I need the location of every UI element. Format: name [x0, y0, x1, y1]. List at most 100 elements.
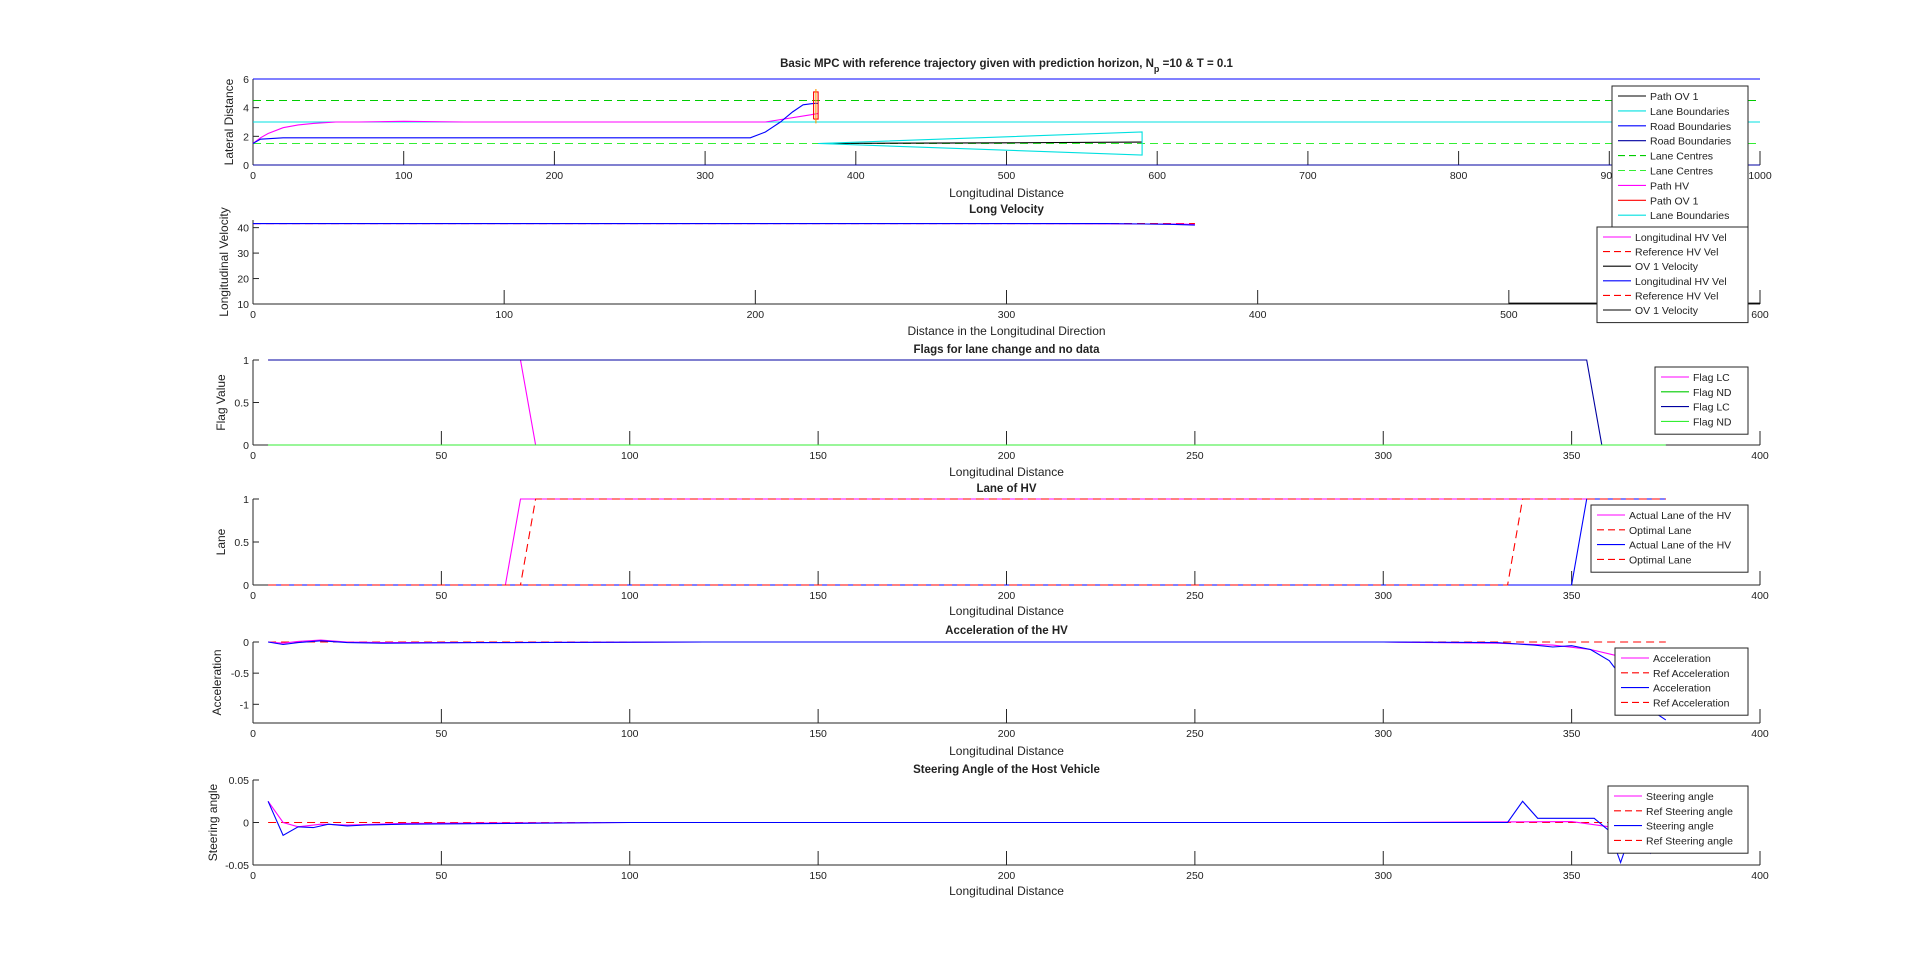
x-tick-label: 400 [1751, 590, 1769, 602]
y-tick-label: 0 [243, 160, 249, 172]
x-tick-label: 350 [1563, 450, 1581, 462]
legend-entry: Steering angle [1646, 821, 1714, 833]
series-line [818, 141, 1143, 145]
y-axis-label: Lane [214, 528, 228, 555]
x-tick-label: 50 [436, 590, 448, 602]
x-axis-label: Longitudinal Distance [949, 744, 1064, 758]
y-tick-label: 1 [243, 355, 249, 367]
legend-entry: Actual Lane of the HV [1629, 510, 1731, 522]
legend-entry: OV 1 Velocity [1635, 305, 1699, 317]
series-line [818, 131, 1143, 156]
chart-title-subscript: p [1154, 64, 1160, 74]
x-axis-label: Longitudinal Distance [949, 884, 1064, 898]
y-axis-label: Acceleration [210, 649, 224, 715]
x-tick-label: 0 [250, 870, 256, 882]
y-tick-label: 2 [243, 131, 249, 143]
chart-title: Long Velocity [969, 204, 1044, 216]
chart-title: Lane of HV [976, 483, 1036, 495]
x-tick-label: 400 [847, 170, 865, 182]
chart-title: Acceleration of the HV [945, 625, 1068, 637]
x-tick-label: 350 [1563, 870, 1581, 882]
x-tick-label: 300 [1374, 728, 1392, 740]
y-axis-label: Steering angle [206, 783, 220, 861]
y-axis-label: Longitudinal Velocity [217, 207, 231, 316]
x-tick-label: 0 [250, 590, 256, 602]
y-tick-label: -0.05 [225, 860, 249, 872]
x-tick-label: 500 [1500, 309, 1518, 321]
series-line [813, 91, 819, 120]
x-tick-label: 200 [998, 450, 1016, 462]
legend-entry: Acceleration [1653, 683, 1711, 695]
legend-entry: Flag ND [1693, 387, 1732, 399]
x-tick-label: 150 [809, 590, 827, 602]
series-line [268, 498, 1666, 586]
legend-entry: Ref Steering angle [1646, 835, 1733, 847]
legend-entry: Path HV [1650, 180, 1689, 192]
x-tick-label: 200 [998, 590, 1016, 602]
legend-entry: OV 1 Velocity [1635, 261, 1699, 273]
legend-entry: Path OV 1 [1650, 91, 1699, 103]
y-tick-label: 40 [237, 223, 249, 235]
x-tick-label: 0 [250, 309, 256, 321]
legend-entry: Reference HV Vel [1635, 290, 1718, 302]
x-tick-label: 0 [250, 728, 256, 740]
x-tick-label: 500 [998, 170, 1016, 182]
x-tick-label: 200 [546, 170, 564, 182]
x-tick-label: 150 [809, 450, 827, 462]
series-line [268, 498, 1666, 586]
y-tick-label: 0.5 [234, 398, 249, 410]
x-tick-label: 300 [696, 170, 714, 182]
legend-entry: Lane Boundaries [1650, 106, 1729, 118]
x-tick-label: 100 [395, 170, 413, 182]
x-axis-label: Distance in the Longitudinal Direction [907, 324, 1105, 338]
legend-entry: Steering angle [1646, 791, 1714, 803]
y-tick-label: 0 [243, 580, 249, 592]
legend-box [1654, 366, 1749, 435]
x-tick-label: 300 [998, 309, 1016, 321]
legend-entry: Lane Boundaries [1650, 210, 1729, 222]
x-tick-label: 350 [1563, 728, 1581, 740]
legend-entry: Ref Acceleration [1653, 697, 1730, 709]
y-tick-label: 0 [243, 637, 249, 649]
x-tick-label: 50 [436, 450, 448, 462]
legend-entry: Flag LC [1693, 372, 1730, 384]
y-tick-label: 30 [237, 248, 249, 260]
y-tick-label: 10 [237, 299, 249, 311]
chart-title: Flags for lane change and no data [914, 344, 1101, 356]
x-tick-label: 50 [436, 728, 448, 740]
legend-entry: Reference HV Vel [1635, 247, 1718, 259]
series-line [253, 223, 1195, 226]
x-tick-label: 250 [1186, 870, 1204, 882]
series-line [267, 800, 1667, 865]
legend-entry: Lane Centres [1650, 166, 1713, 178]
y-tick-label: 0 [243, 440, 249, 452]
legend-box [1611, 85, 1749, 229]
x-tick-label: 250 [1186, 590, 1204, 602]
chart-title: Basic MPC with reference trajectory give… [780, 58, 1233, 74]
y-tick-label: 4 [243, 103, 249, 115]
chart-title-tail: =10 & T = 0.1 [1159, 58, 1233, 70]
y-tick-label: 20 [237, 274, 249, 286]
legend-box [1596, 226, 1749, 324]
x-tick-label: 200 [998, 728, 1016, 740]
y-tick-label: 0 [243, 818, 249, 830]
x-axis-label: Longitudinal Distance [949, 186, 1064, 200]
x-axis-label: Longitudinal Distance [949, 465, 1064, 479]
x-tick-label: 100 [621, 728, 639, 740]
y-axis-label: Flag Value [214, 374, 228, 431]
y-tick-label: 0.05 [229, 775, 250, 787]
x-axis-label: Longitudinal Distance [949, 604, 1064, 618]
x-tick-label: 400 [1751, 728, 1769, 740]
x-tick-label: 300 [1374, 450, 1392, 462]
legend-entry: Lane Centres [1650, 151, 1713, 163]
x-tick-label: 300 [1374, 590, 1392, 602]
series-line [267, 800, 1666, 832]
x-tick-label: 600 [1148, 170, 1166, 182]
x-tick-label: 300 [1374, 870, 1392, 882]
x-tick-label: 150 [809, 870, 827, 882]
y-tick-label: 6 [243, 74, 249, 86]
x-tick-label: 100 [495, 309, 513, 321]
y-tick-label: -1 [240, 699, 249, 711]
legend-entry: Optimal Lane [1629, 554, 1692, 566]
